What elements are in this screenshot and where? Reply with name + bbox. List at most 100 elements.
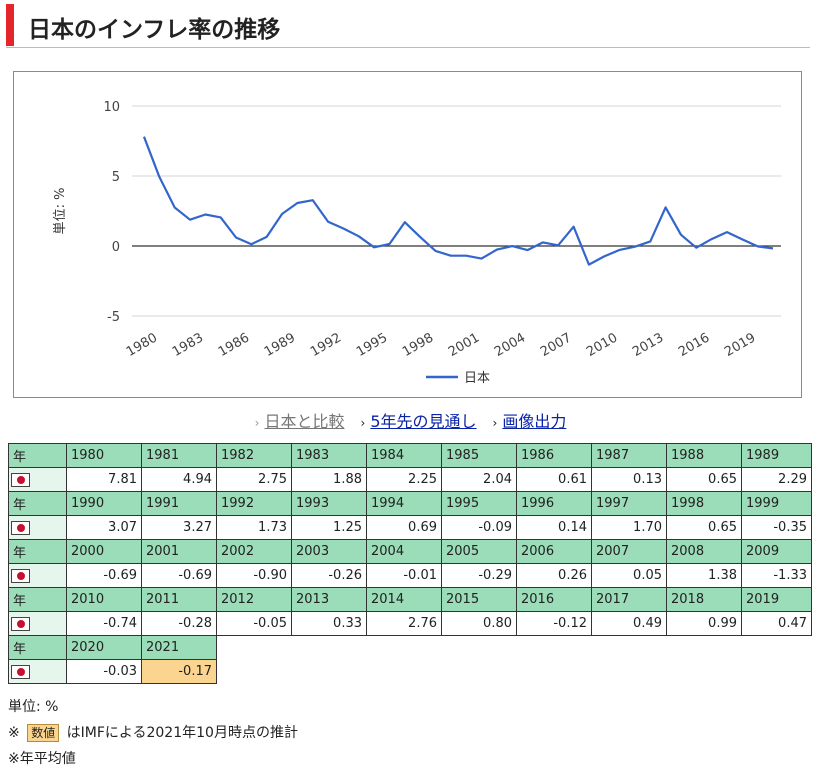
year-cell: 1996 — [516, 491, 592, 516]
empty-cell — [367, 660, 442, 684]
value-cell: -0.29 — [441, 563, 517, 588]
flag-cell — [8, 563, 67, 588]
year-cell: 2008 — [666, 539, 742, 564]
x-tick-label: 1992 — [308, 330, 344, 360]
x-tick-label: 2010 — [584, 330, 620, 360]
year-cell: 2019 — [741, 587, 812, 612]
table-value-row: -0.69 -0.69 -0.90 -0.26 -0.01 -0.29 0.26 0.05 1.… — [8, 563, 812, 588]
year-cell: 1985 — [441, 443, 517, 468]
flag-cell — [8, 611, 67, 636]
value-cell: -0.35 — [741, 515, 812, 540]
table-year-row: 年 1980 1981 1982 1983 1984 1985 1986 1987 1988 198… — [8, 443, 812, 468]
chart-svg: 10 5 0 -5 単位: % 1980 1983 1986 1989 1992 1995 1998 2… — [52, 100, 781, 386]
link-label[interactable]: 5年先の見通し — [370, 412, 477, 431]
series-line-0 — [142, 136, 774, 266]
year-cell: 2013 — [291, 587, 367, 612]
link-item-1[interactable]: › 5年先の見通し — [361, 408, 477, 432]
value-cell: 0.65 — [666, 467, 742, 492]
chevron-right-icon: › — [492, 416, 498, 430]
flag-cell — [8, 659, 67, 684]
year-cell: 1999 — [741, 491, 812, 516]
flag-cell — [8, 467, 67, 492]
year-cell: 1980 — [66, 443, 142, 468]
value-cell: -0.74 — [66, 611, 142, 636]
year-header-cell: 年 — [8, 443, 67, 468]
page-title: 日本のインフレ率の推移 — [28, 17, 281, 43]
link-label[interactable]: 画像出力 — [502, 412, 567, 431]
year-cell: 2011 — [141, 587, 217, 612]
japan-flag-icon — [11, 568, 30, 583]
japan-flag-icon — [11, 664, 30, 679]
empty-cell — [292, 660, 367, 684]
empty-cell — [442, 660, 517, 684]
value-cell: 2.76 — [366, 611, 442, 636]
estimate-note-text: はIMFによる2021年10月時点の推計 — [66, 725, 298, 741]
empty-cell — [517, 660, 592, 684]
x-tick-label: 1986 — [216, 330, 252, 360]
year-cell: 1990 — [66, 491, 142, 516]
y-axis-label: 単位: % — [52, 188, 68, 235]
value-cell: 0.14 — [516, 515, 592, 540]
page-header: 日本のインフレ率の推移 — [6, 4, 810, 48]
notes: 単位: % ※ 数値 はIMFによる2021年10月時点の推計 ※年平均値 — [8, 694, 298, 772]
year-cell: 1991 — [141, 491, 217, 516]
value-cell: 3.27 — [141, 515, 217, 540]
year-cell: 2000 — [66, 539, 142, 564]
empty-cell — [517, 636, 592, 660]
year-header-cell: 年 — [8, 539, 67, 564]
year-cell: 2009 — [741, 539, 812, 564]
chevron-right-icon: › — [254, 416, 260, 430]
value-cell: -0.69 — [66, 563, 142, 588]
link-item-2[interactable]: › 画像出力 — [493, 408, 567, 432]
year-cell: 1982 — [216, 443, 292, 468]
year-cell: 2018 — [666, 587, 742, 612]
x-tick-label: 1998 — [400, 330, 436, 360]
year-cell: 2012 — [216, 587, 292, 612]
year-cell: 2015 — [441, 587, 517, 612]
value-cell: -0.05 — [216, 611, 292, 636]
empty-cell — [667, 660, 742, 684]
year-cell: 2014 — [366, 587, 442, 612]
flag-cell — [8, 515, 67, 540]
x-tick-label: 1983 — [170, 330, 206, 360]
year-cell: 2010 — [66, 587, 142, 612]
x-tick-label: 2013 — [630, 330, 666, 360]
link-label: 日本と比較 — [264, 412, 345, 431]
year-cell: 1995 — [441, 491, 517, 516]
y-tick-label: 5 — [112, 170, 120, 185]
value-cell: 4.94 — [141, 467, 217, 492]
japan-flag-icon — [11, 472, 30, 487]
annual-average-note: ※年平均値 — [8, 751, 76, 767]
year-cell: 2005 — [441, 539, 517, 564]
year-cell: 2016 — [516, 587, 592, 612]
value-cell: 1.88 — [291, 467, 367, 492]
empty-cell — [667, 636, 742, 660]
year-cell: 1994 — [366, 491, 442, 516]
value-cell: 0.69 — [366, 515, 442, 540]
year-cell: 2002 — [216, 539, 292, 564]
value-cell: 2.29 — [741, 467, 812, 492]
x-tick-label: 1995 — [354, 330, 390, 360]
value-cell: 1.70 — [591, 515, 667, 540]
year-cell: 1998 — [666, 491, 742, 516]
value-cell: 0.47 — [741, 611, 812, 636]
empty-cell — [592, 660, 667, 684]
x-tick-label: 2001 — [446, 330, 482, 360]
link-item-0: › 日本と比較 — [255, 408, 345, 432]
year-cell: 2020 — [66, 635, 142, 660]
value-cell: -0.90 — [216, 563, 292, 588]
value-cell: 1.73 — [216, 515, 292, 540]
estimate-note: ※ 数値 はIMFによる2021年10月時点の推計 — [8, 720, 298, 746]
chart-links: › 日本と比較 › 5年先の見通し › 画像出力 — [0, 408, 821, 434]
unit-note: 単位: % — [8, 699, 59, 715]
y-tick-label: -5 — [107, 310, 120, 325]
table-year-row: 年 2010 2011 2012 2013 2014 2015 2016 2017 2018 201… — [8, 587, 812, 612]
value-cell: 2.04 — [441, 467, 517, 492]
value-cell: 0.99 — [666, 611, 742, 636]
table-value-row: 7.81 4.94 2.75 1.88 2.25 2.04 0.61 0.13 0.65 2.29 — [8, 467, 812, 492]
value-cell: -0.09 — [441, 515, 517, 540]
value-cell: -0.01 — [366, 563, 442, 588]
empty-cell — [592, 636, 667, 660]
year-cell: 1987 — [591, 443, 667, 468]
empty-cell — [742, 636, 812, 660]
